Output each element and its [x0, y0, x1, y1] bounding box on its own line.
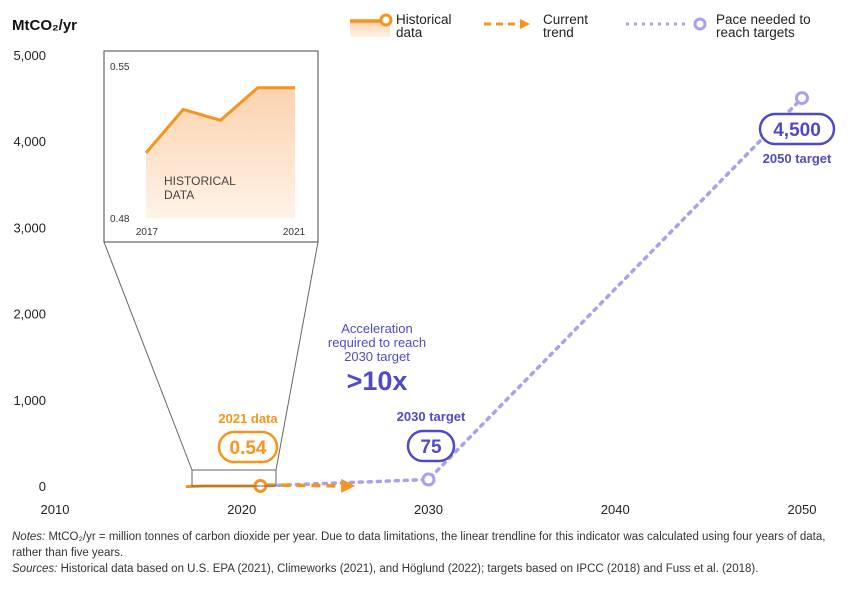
legend-historical-area: [350, 21, 390, 37]
inset-y-tick-max: 0.55: [110, 62, 130, 73]
y-axis-label: MtCO₂/yr: [12, 17, 77, 34]
zoom-connector-right: [275, 241, 319, 471]
callout-2050-value: 4,500: [773, 120, 821, 141]
sources-text: Historical data based on U.S. EPA (2021)…: [60, 563, 759, 575]
inset-area: [146, 87, 295, 218]
legend-pace-marker: [693, 17, 707, 31]
annotation-line: Acceleration: [341, 321, 413, 336]
co2-removal-chart: MtCO₂/yr 0 1,000 2,000 3,000 4,000 5,000 2010 20…: [12, 12, 836, 517]
inset-x-tick-start: 2017: [136, 227, 159, 238]
marker-2050-target: [795, 91, 809, 106]
sources-line: Sources: Historical data based on U.S. E…: [12, 561, 852, 577]
notes-line: Notes: MtCO₂/yr = million tonnes of carb…: [12, 529, 852, 561]
x-tick-label: 2050: [788, 502, 817, 517]
annotation-line: 2030 target: [344, 349, 410, 364]
chart-notes: Notes: MtCO₂/yr = million tonnes of carb…: [12, 529, 852, 577]
legend-pace-label: reach targets: [716, 25, 795, 40]
x-tick-label: 2020: [227, 502, 256, 517]
legend-historical-label: data: [396, 25, 423, 40]
y-tick-label: 4,000: [13, 134, 46, 149]
x-tick-label: 2040: [601, 502, 630, 517]
inset-y-tick-min: 0.48: [110, 214, 130, 225]
annotation-line: required to reach: [328, 335, 426, 350]
legend-pace-label: Pace needed to: [716, 12, 811, 27]
legend-trend-label: trend: [543, 25, 574, 40]
series-pace-line: [258, 96, 804, 488]
legend-trend-arrow: [520, 19, 530, 29]
sources-label: Sources:: [12, 563, 58, 575]
y-tick-label: 3,000: [13, 220, 46, 235]
callout-2021-title: 2021 data: [218, 411, 278, 426]
legend-historical-label: Historical: [396, 12, 452, 27]
inset-label: HISTORICAL: [164, 174, 236, 188]
x-tick-label: 2010: [41, 502, 70, 517]
callout-2021-pill: [217, 430, 279, 464]
annotation-big: >10x: [347, 366, 408, 396]
inset-label: DATA: [164, 188, 194, 202]
y-tick-label: 2,000: [13, 307, 46, 322]
inset-x-tick-end: 2021: [283, 227, 306, 238]
legend-historical-marker: [379, 13, 393, 27]
callout-2050-title: 2050 target: [763, 151, 832, 166]
series-trend-arrow: [341, 478, 356, 493]
series-trend-line: [266, 483, 344, 488]
y-tick-label: 5,000: [13, 48, 46, 63]
y-tick-label: 0: [39, 479, 46, 494]
notes-label: Notes:: [12, 531, 46, 543]
zoom-connector-left: [103, 241, 193, 471]
callout-2030-value: 75: [420, 437, 442, 458]
marker-2030-target: [421, 472, 436, 487]
callout-2050-pill: [758, 112, 836, 146]
y-tick-label: 1,000: [13, 393, 46, 408]
callout-2030-title: 2030 target: [397, 409, 466, 424]
legend-trend-label: Current: [543, 12, 588, 27]
callout-2030-pill: [406, 429, 456, 463]
inset-line: [144, 86, 295, 154]
notes-text: MtCO₂/yr = million tonnes of carbon diox…: [12, 531, 826, 559]
x-tick-label: 2030: [414, 502, 443, 517]
zoom-box: [191, 469, 277, 487]
callout-2021-value: 0.54: [230, 438, 267, 459]
